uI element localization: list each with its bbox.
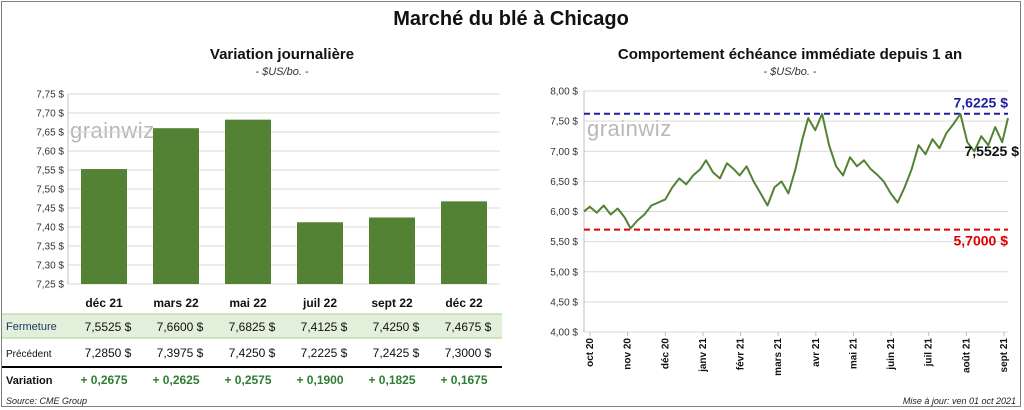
- prev-value: 7,2425 $: [373, 346, 420, 360]
- update-note: Mise à jour: ven 01 oct 2021: [902, 396, 1016, 406]
- price-series-line: [583, 112, 1009, 230]
- y-tick-label: 7,50 $: [550, 117, 578, 128]
- y-tick-label: 7,65 $: [36, 128, 64, 139]
- max-ref-label: 7,6225 $: [954, 95, 1009, 111]
- left-chart-title: Variation journalière: [209, 46, 355, 63]
- close-value: 7,4675 $: [445, 320, 492, 334]
- last-value-label: 7,5525 $: [965, 143, 1020, 159]
- bar: [225, 119, 271, 285]
- bar: [81, 169, 127, 284]
- x-tick-label: mars 21: [773, 338, 784, 376]
- var-value: + 0,1825: [368, 373, 415, 387]
- prev-value: 7,3000 $: [445, 346, 492, 360]
- y-tick-label: 4,00 $: [550, 328, 578, 339]
- x-tick-label: janv 21: [698, 338, 709, 373]
- y-tick-label: 7,60 $: [36, 147, 64, 158]
- y-tick-label: 7,75 $: [36, 90, 64, 101]
- min-ref-label: 5,7000 $: [954, 233, 1009, 249]
- prev-value: 7,2850 $: [85, 346, 132, 360]
- close-row-label: Fermeture: [6, 321, 57, 333]
- x-tick-label: avr 21: [811, 338, 822, 367]
- x-tick-label: déc 20: [660, 338, 671, 370]
- prev-value: 7,3975 $: [157, 346, 204, 360]
- x-tick-label: nov 20: [623, 338, 634, 370]
- close-value: 7,6600 $: [157, 320, 204, 334]
- close-value: 7,6825 $: [229, 320, 276, 334]
- x-tick-label: déc 22: [445, 296, 483, 310]
- y-tick-label: 4,50 $: [550, 297, 578, 308]
- x-tick-label: févr 21: [736, 338, 747, 371]
- y-tick-label: 5,00 $: [550, 267, 578, 278]
- y-tick-label: 7,30 $: [36, 261, 64, 272]
- y-tick-label: 7,25 $: [36, 280, 64, 291]
- left-watermark: grainwiz: [70, 118, 155, 143]
- y-tick-label: 6,00 $: [550, 207, 578, 218]
- x-tick-label: juil 21: [924, 338, 935, 368]
- x-tick-label: oct 20: [585, 338, 596, 367]
- y-tick-label: 7,35 $: [36, 242, 64, 253]
- x-tick-label: mai 21: [848, 338, 859, 370]
- var-value: + 0,2575: [224, 373, 271, 387]
- left-chart-subtitle: - $US/bo. -: [255, 66, 309, 78]
- y-tick-label: 5,50 $: [550, 237, 578, 248]
- y-tick-label: 6,50 $: [550, 177, 578, 188]
- right-chart-title: Comportement échéance immédiate depuis 1…: [617, 46, 963, 63]
- page-title: Marché du blé à Chicago: [393, 8, 629, 30]
- var-row-label: Variation: [6, 375, 53, 387]
- close-value: 7,4125 $: [301, 320, 348, 334]
- prev-value: 7,2225 $: [301, 346, 348, 360]
- bar: [441, 201, 487, 284]
- prev-value: 7,4250 $: [229, 346, 276, 360]
- x-tick-label: sept 22: [371, 296, 413, 310]
- bar: [297, 222, 343, 284]
- var-value: + 0,1675: [440, 373, 487, 387]
- var-value: + 0,2675: [80, 373, 127, 387]
- bar: [369, 217, 415, 284]
- x-tick-label: déc 21: [85, 296, 123, 310]
- y-tick-label: 7,45 $: [36, 204, 64, 215]
- x-tick-label: juil 22: [302, 296, 337, 310]
- y-tick-label: 7,50 $: [36, 185, 64, 196]
- prev-row-label: Précédent: [6, 349, 52, 360]
- x-tick-label: août 21: [961, 338, 972, 373]
- y-tick-label: 7,70 $: [36, 109, 64, 120]
- right-watermark: grainwiz: [587, 116, 672, 141]
- close-value: 7,5525 $: [85, 320, 132, 334]
- right-chart-subtitle: - $US/bo. -: [763, 66, 817, 78]
- y-tick-label: 8,00 $: [550, 87, 578, 98]
- x-tick-label: mars 22: [153, 296, 199, 310]
- y-tick-label: 7,40 $: [36, 223, 64, 234]
- close-row-bg: [2, 314, 502, 338]
- bar: [153, 128, 199, 284]
- var-value: + 0,2625: [152, 373, 199, 387]
- source-note: Source: CME Group: [6, 396, 88, 406]
- var-value: + 0,1900: [296, 373, 343, 387]
- close-value: 7,4250 $: [373, 320, 420, 334]
- x-tick-label: juin 21: [886, 338, 897, 371]
- y-tick-label: 7,55 $: [36, 166, 64, 177]
- x-tick-label: mai 22: [229, 296, 267, 310]
- x-tick-label: sept 21: [999, 338, 1010, 373]
- y-tick-label: 7,00 $: [550, 147, 578, 158]
